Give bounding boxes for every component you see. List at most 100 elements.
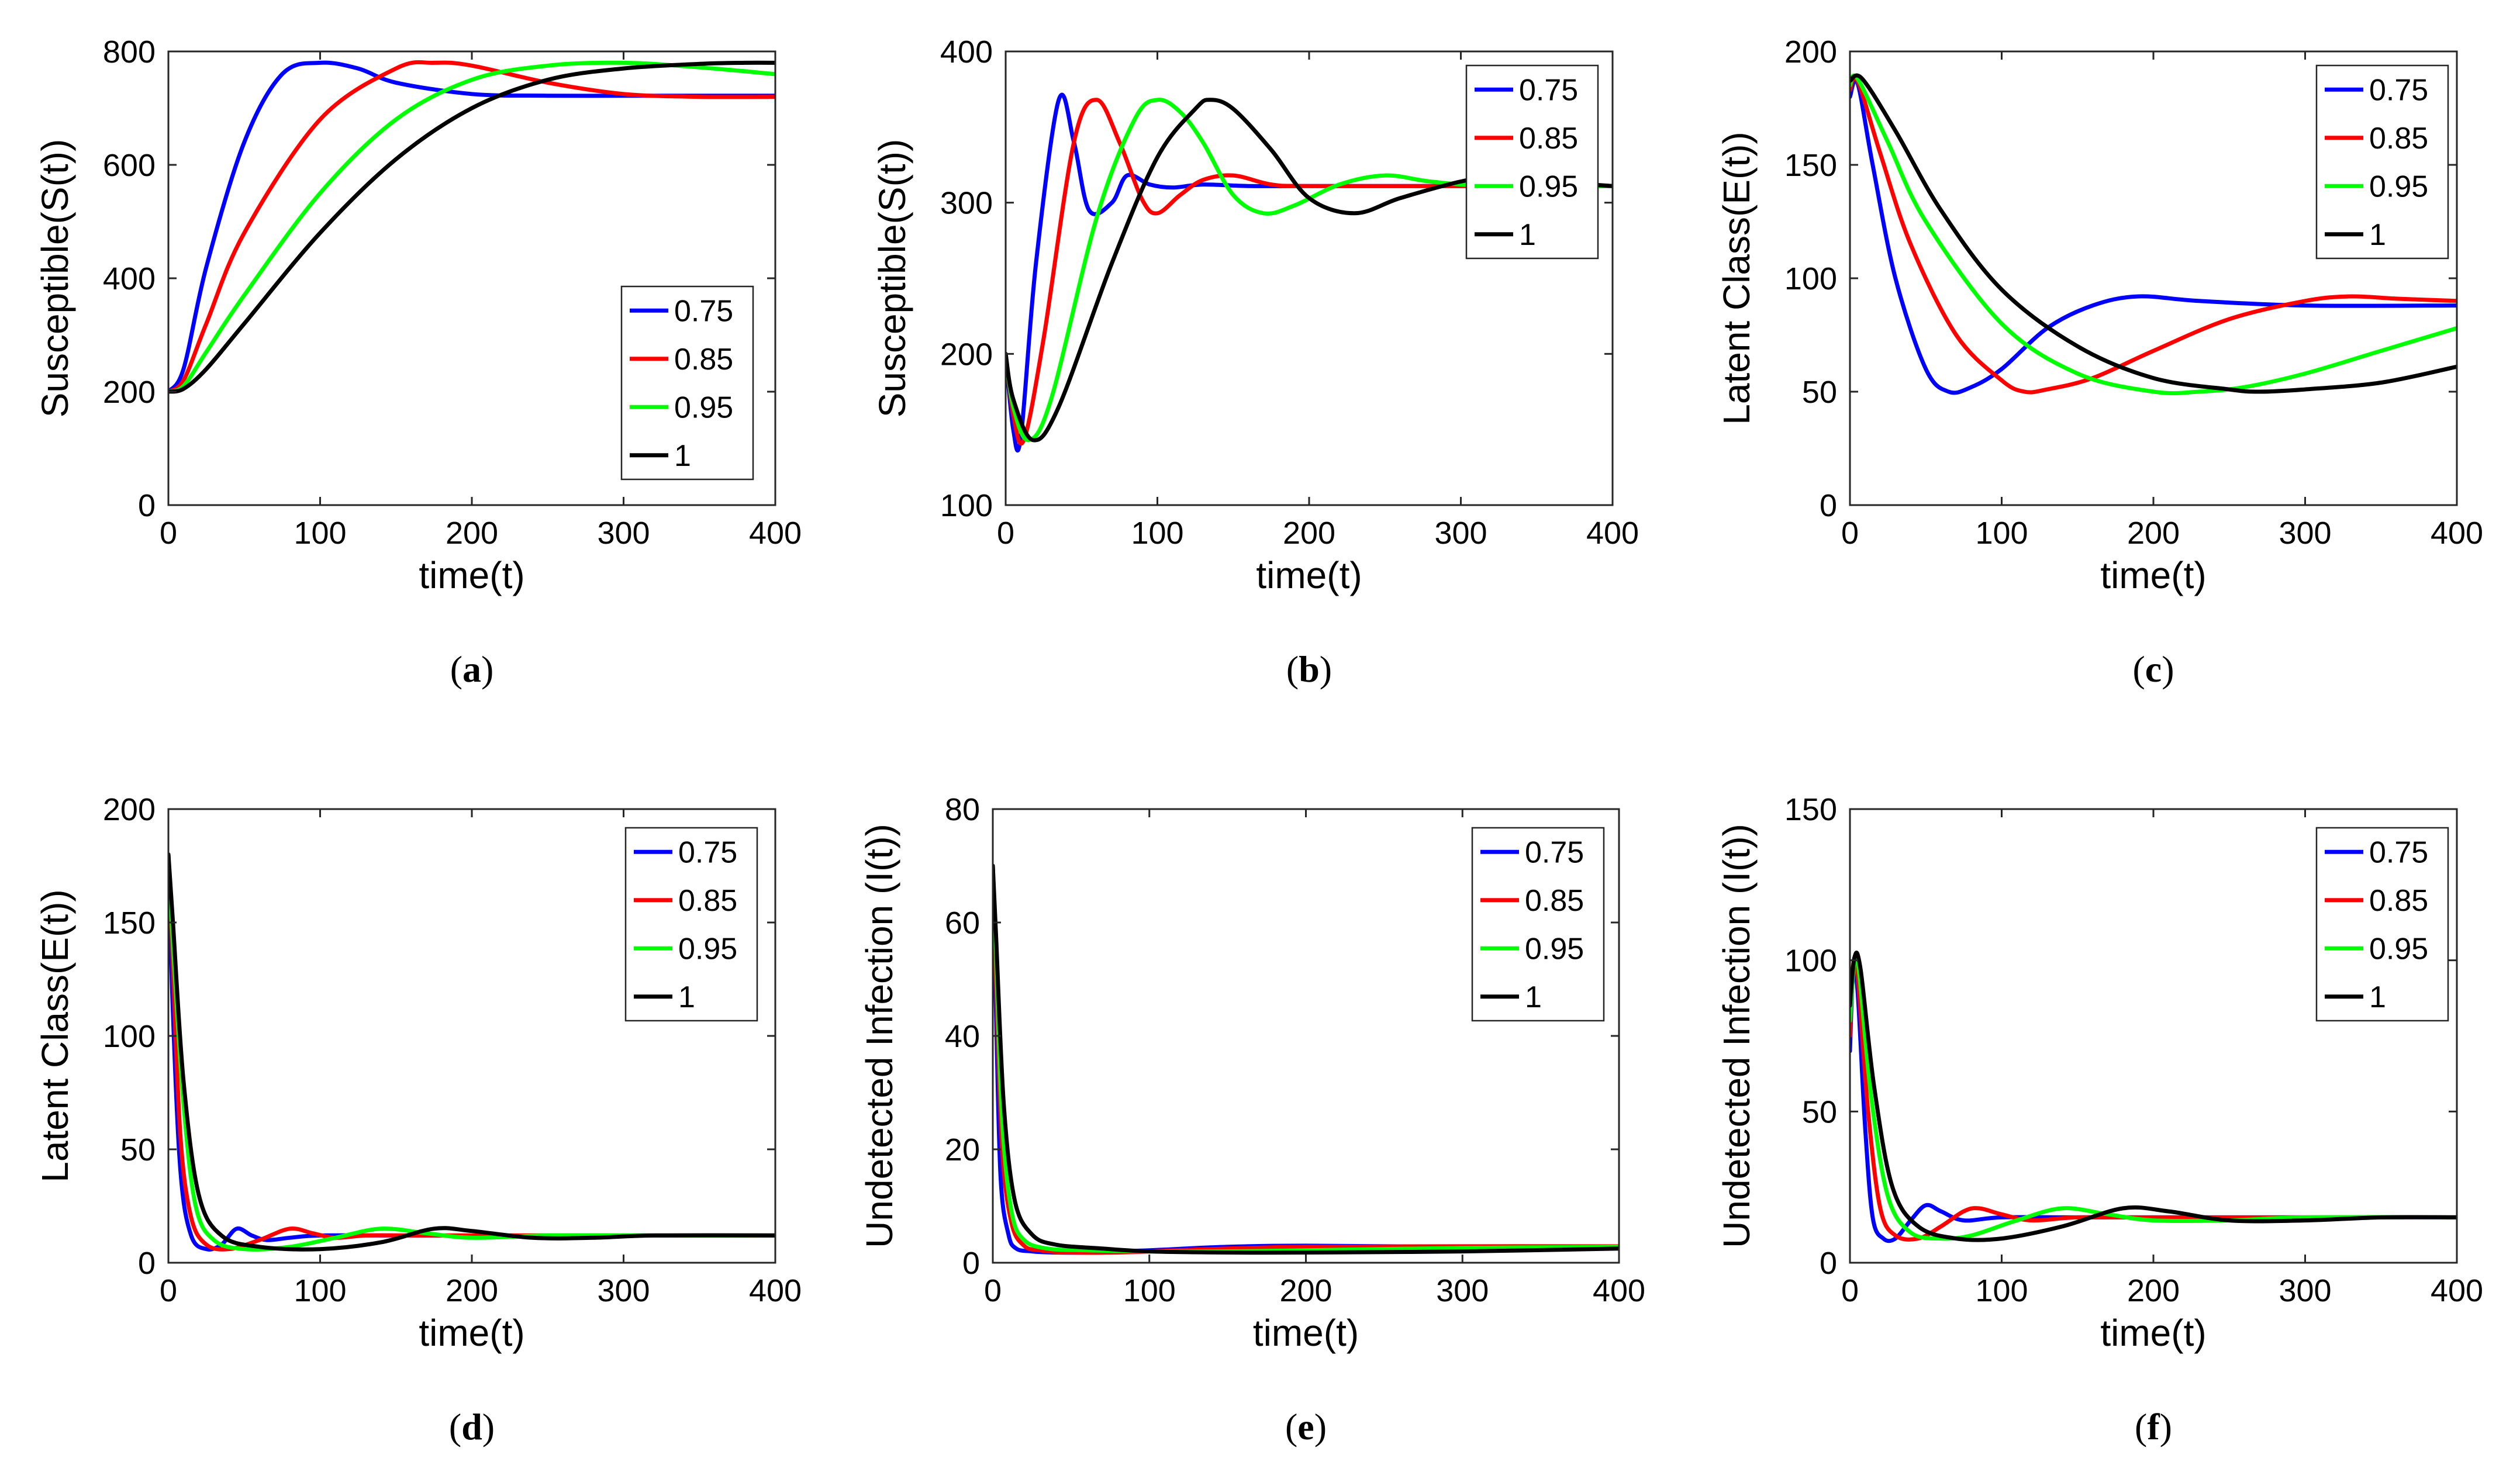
legend-label: 1 bbox=[2369, 218, 2386, 252]
y-tick-label: 150 bbox=[1784, 792, 1837, 827]
y-tick-label: 300 bbox=[940, 186, 993, 221]
legend: 0.75 0.85 0.95 1 bbox=[2315, 827, 2449, 1022]
x-tick-label: 100 bbox=[1975, 516, 2028, 551]
y-tick-label: 20 bbox=[945, 1132, 980, 1167]
legend-box bbox=[1471, 827, 1605, 1022]
legend-label: 1 bbox=[678, 980, 695, 1014]
y-tick-label: 80 bbox=[945, 792, 980, 827]
y-tick-label: 50 bbox=[120, 1132, 156, 1167]
legend-label: 0.95 bbox=[1519, 170, 1578, 203]
series-line-0_85 bbox=[1850, 75, 2457, 395]
legend-label: 1 bbox=[1519, 218, 1536, 252]
legend-label: 0.95 bbox=[2369, 932, 2428, 966]
y-tick-label: 0 bbox=[138, 1246, 156, 1281]
x-tick-label: 200 bbox=[2127, 1273, 2180, 1308]
legend-label: 0.75 bbox=[1525, 835, 1584, 869]
x-tick-label: 300 bbox=[1434, 516, 1487, 551]
y-tick-label: 600 bbox=[103, 148, 156, 183]
legend-box bbox=[2315, 827, 2449, 1022]
x-tick-label: 0 bbox=[997, 516, 1014, 551]
panel-b: 0 100 200 300 400100200300400time(t)Suscepti… bbox=[871, 34, 1639, 690]
panel-a: 0 100 200 300 400 0 200 400 600 800 time(t) Suscept… bbox=[34, 34, 802, 690]
y-tick-label: 200 bbox=[103, 792, 156, 827]
x-axis-label: time(t) bbox=[2100, 1312, 2206, 1354]
y-tick-label: 50 bbox=[1802, 1094, 1837, 1129]
panel-d: 0 100 200 300 400 0 50 100 150 200 time(t) Latent C… bbox=[34, 792, 802, 1447]
y-tick-label: 0 bbox=[138, 488, 156, 523]
legend-label: 0.85 bbox=[2369, 122, 2428, 156]
legend: 0.75 0.85 0.95 1 bbox=[2315, 64, 2449, 260]
legend-label: 0.75 bbox=[674, 294, 733, 328]
legend-label: 0.95 bbox=[1525, 932, 1584, 966]
x-tick-label: 300 bbox=[597, 1273, 650, 1308]
y-axis-label: Latent Class(E(t)) bbox=[1715, 132, 1758, 424]
y-tick-label: 200 bbox=[1784, 34, 1837, 70]
x-tick-label: 0 bbox=[1841, 516, 1859, 551]
x-tick-label: 100 bbox=[1975, 1273, 2028, 1308]
y-tick-label: 200 bbox=[103, 375, 156, 410]
legend-box bbox=[620, 285, 754, 481]
legend-label: 0.85 bbox=[1519, 122, 1578, 156]
panel-f: 0 100 200 300 400 0 50 100 150 time(t) Undetected … bbox=[1715, 792, 2483, 1447]
legend: 0.75 0.85 0.95 1 bbox=[624, 827, 758, 1022]
legend-label: 0.95 bbox=[2369, 170, 2428, 203]
x-tick-label: 300 bbox=[1436, 1273, 1489, 1308]
x-tick-label: 100 bbox=[294, 1273, 346, 1308]
y-axis-label: Undetected Infection (I(t)) bbox=[858, 824, 900, 1248]
panel-caption: (e) bbox=[1285, 1406, 1327, 1447]
x-axis-label: time(t) bbox=[419, 1312, 524, 1354]
x-tick-label: 400 bbox=[2431, 516, 2483, 551]
x-axis-label: time(t) bbox=[419, 554, 524, 596]
x-tick-label: 200 bbox=[446, 516, 498, 551]
y-tick-label: 400 bbox=[940, 34, 993, 70]
legend: 0.75 0.85 0.95 1 bbox=[1471, 827, 1605, 1022]
panel-e: 0 100 200 300 400 0 20 40 60 80 time(t) Undetected … bbox=[858, 792, 1645, 1447]
legend-box bbox=[2315, 64, 2449, 260]
legend-label: 0.95 bbox=[678, 932, 737, 966]
x-tick-label: 200 bbox=[446, 1273, 498, 1308]
x-tick-label: 400 bbox=[749, 1273, 802, 1308]
y-tick-label: 0 bbox=[1820, 488, 1837, 523]
x-tick-label: 300 bbox=[597, 516, 650, 551]
x-tick-label: 300 bbox=[2279, 1273, 2331, 1308]
x-tick-label: 0 bbox=[984, 1273, 1002, 1308]
y-tick-label: 100 bbox=[1784, 944, 1837, 979]
legend-label: 1 bbox=[1525, 980, 1542, 1014]
y-tick-label: 100 bbox=[940, 488, 993, 523]
legend-label: 0.75 bbox=[1519, 73, 1578, 107]
series-line-0_95 bbox=[1850, 73, 2457, 396]
x-tick-label: 0 bbox=[160, 1273, 177, 1308]
y-tick-label: 0 bbox=[1820, 1246, 1837, 1281]
y-tick-label: 800 bbox=[103, 34, 156, 70]
legend-label: 0.85 bbox=[678, 884, 737, 918]
x-tick-label: 400 bbox=[1593, 1273, 1645, 1308]
x-tick-label: 200 bbox=[1279, 1273, 1332, 1308]
x-tick-label: 0 bbox=[1841, 1273, 1859, 1308]
series-line-0_95 bbox=[1006, 98, 1613, 443]
series-line-1 bbox=[1850, 951, 2457, 1242]
y-tick-label: 0 bbox=[962, 1246, 980, 1281]
legend-label: 1 bbox=[2369, 980, 2386, 1014]
series-line-1 bbox=[1006, 98, 1613, 443]
x-tick-label: 400 bbox=[2431, 1273, 2483, 1308]
y-axis-label: Susceptible(S(t)) bbox=[871, 139, 913, 418]
legend: 0.75 0.85 0.95 1 bbox=[620, 285, 754, 481]
series-line-0_85 bbox=[168, 60, 775, 394]
y-axis-label: Susceptible(S(t)) bbox=[34, 139, 76, 418]
legend-label: 1 bbox=[674, 439, 691, 473]
series-line-1 bbox=[1850, 73, 2457, 394]
x-tick-label: 100 bbox=[1131, 516, 1183, 551]
y-axis-label: Latent Class(E(t)) bbox=[34, 889, 76, 1182]
legend-label: 0.85 bbox=[1525, 884, 1584, 918]
legend-label: 0.75 bbox=[2369, 835, 2428, 869]
x-tick-label: 400 bbox=[749, 516, 802, 551]
y-tick-label: 60 bbox=[945, 906, 980, 941]
x-axis-label: time(t) bbox=[2100, 554, 2206, 596]
y-tick-label: 50 bbox=[1802, 375, 1837, 410]
y-tick-label: 100 bbox=[1784, 261, 1837, 296]
y-tick-label: 100 bbox=[103, 1019, 156, 1054]
series-line-0_75 bbox=[1850, 78, 2457, 395]
legend-box bbox=[1465, 64, 1599, 260]
series-line-1 bbox=[168, 60, 775, 394]
